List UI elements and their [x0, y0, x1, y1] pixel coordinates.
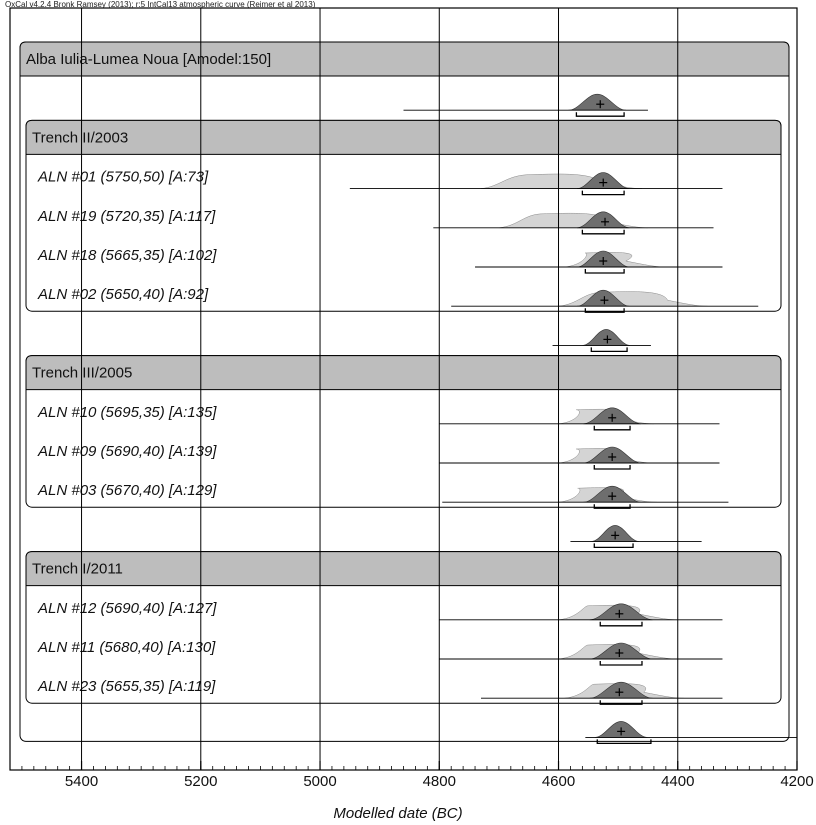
prior-distribution	[558, 291, 708, 307]
entry-label: ALN #19 (5720,35) [A:117]	[37, 208, 216, 225]
x-axis-title: Modelled date (BC)	[333, 805, 462, 822]
group-label: Trench I/2011	[32, 561, 123, 578]
x-tick-label: 4600	[542, 773, 575, 790]
entry-label: ALN #09 (5690,40) [A:139]	[37, 443, 217, 460]
x-tick-label: 5200	[184, 773, 217, 790]
group-label: Alba Iulia-Lumea Noua [Amodel:150]	[26, 51, 271, 68]
posterior-distribution	[568, 93, 627, 111]
entry-label: ALN #18 (5665,35) [A:102]	[37, 247, 217, 264]
range-bracket	[593, 543, 634, 549]
group-label: Trench II/2003	[32, 129, 128, 146]
group-header-bar	[25, 355, 782, 391]
range-bracket	[581, 190, 625, 196]
x-tick-label: 5400	[65, 773, 98, 790]
header-text: OxCal v4.2.4 Bronk Ramsey (2013); r:5 In…	[5, 0, 316, 9]
group-header-bar	[25, 119, 782, 155]
range-bracket	[590, 347, 628, 353]
entry-label: ALN #23 (5655,35) [A:119]	[37, 678, 216, 695]
entry-label: ALN #01 (5750,50) [A:73]	[37, 169, 209, 186]
range-bracket	[593, 504, 631, 509]
posterior-distribution	[576, 289, 630, 307]
entry-label: ALN #11 (5680,40) [A:130]	[37, 639, 216, 656]
x-tick-label: 4400	[661, 773, 694, 790]
group-label: Trench III/2005	[32, 365, 132, 382]
range-bracket	[599, 621, 643, 627]
prior-distribution	[498, 212, 648, 229]
x-tick-label: 4200	[780, 773, 813, 790]
range-bracket	[575, 112, 625, 117]
posterior-distribution	[589, 603, 653, 621]
posterior-distribution	[589, 642, 653, 660]
x-tick-label: 5000	[303, 773, 336, 790]
range-bracket	[584, 269, 625, 274]
entry-label: ALN #12 (5690,40) [A:127]	[37, 600, 217, 617]
entry-label: ALN #02 (5650,40) [A:92]	[37, 286, 209, 303]
posterior-distribution	[576, 211, 630, 229]
entry-label: ALN #10 (5695,35) [A:135]	[37, 404, 217, 421]
range-bracket	[584, 308, 625, 313]
group-header-bar	[19, 41, 790, 77]
plot-header: OxCal v4.2.4 Bronk Ramsey (2013); r:5 In…	[5, 0, 315, 9]
posterior-distribution	[589, 681, 653, 699]
x-tick-label: 4800	[423, 773, 456, 790]
range-bracket	[596, 739, 652, 745]
group-header-bar	[25, 551, 782, 587]
range-bracket	[599, 661, 643, 666]
posterior-distribution	[582, 329, 630, 346]
entry-label: ALN #03 (5670,40) [A:129]	[37, 482, 217, 499]
range-bracket	[593, 465, 631, 470]
range-bracket	[599, 700, 643, 705]
range-bracket	[581, 229, 625, 235]
range-bracket	[593, 425, 631, 431]
